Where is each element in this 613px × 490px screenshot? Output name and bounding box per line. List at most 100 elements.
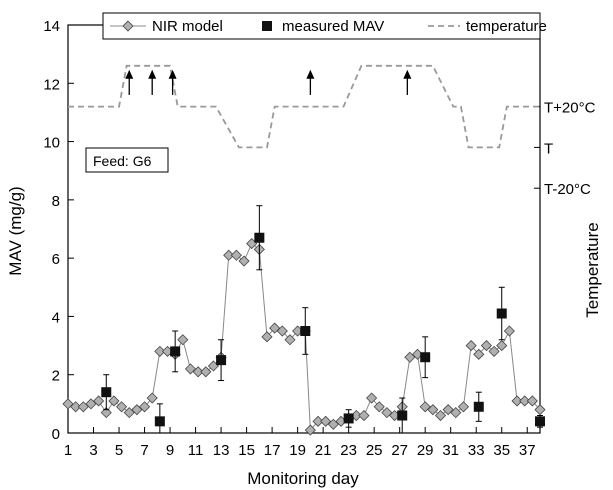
x-tick-label: 21 xyxy=(315,442,332,459)
y-tick-label: 8 xyxy=(52,193,60,210)
measured-point xyxy=(216,355,227,366)
x-tick-label: 31 xyxy=(442,442,459,459)
nir-model-point xyxy=(70,401,82,413)
nir-model-point xyxy=(381,407,393,419)
x-tick-label: 29 xyxy=(417,442,434,459)
nir-model-point xyxy=(465,340,477,352)
x-tick-label: 19 xyxy=(289,442,306,459)
nir-model-point xyxy=(116,401,128,413)
y2-axis-label: Temperature xyxy=(583,222,602,317)
arrows xyxy=(125,69,412,95)
legend-nir-marker xyxy=(122,20,134,32)
measured-point xyxy=(300,326,311,336)
x-tick-label: 17 xyxy=(264,442,281,459)
nir-model-point xyxy=(519,395,531,407)
x-tick-label: 23 xyxy=(340,442,357,459)
nir-model-point xyxy=(526,395,538,407)
event-arrowhead xyxy=(125,69,134,79)
x-tick-label: 1 xyxy=(64,442,72,459)
event-arrowhead xyxy=(403,69,412,79)
nir-model-point xyxy=(404,351,416,363)
y-axis-label: MAV (mg/g) xyxy=(6,186,25,275)
feed-annotation-text: Feed: G6 xyxy=(93,153,152,169)
plot-border xyxy=(67,24,541,434)
nir-model-point xyxy=(427,404,439,416)
nir-model-point xyxy=(320,415,332,427)
nir-model-point xyxy=(131,404,143,416)
nir-model-point xyxy=(503,325,515,337)
nir-model-point xyxy=(85,398,97,410)
labels: Monitoring day MAV (mg/g) Temperature xyxy=(6,186,602,488)
nir-model-point xyxy=(192,366,204,378)
nir-model-point xyxy=(358,409,370,422)
nir-model-point xyxy=(276,325,288,337)
nir-model-point xyxy=(434,409,447,422)
event-arrowhead xyxy=(306,69,315,79)
nir-model-point xyxy=(269,322,281,334)
nir-model-point xyxy=(304,424,316,436)
x-tick-label: 13 xyxy=(213,442,230,459)
measured-point xyxy=(254,232,265,243)
x-tick-label: 7 xyxy=(140,442,148,459)
measured-mav-series xyxy=(101,205,545,434)
nir-model-point xyxy=(177,334,189,346)
nir-model-point xyxy=(312,415,324,427)
nir-model-point xyxy=(146,392,158,404)
feed-annotation-box xyxy=(85,147,169,173)
event-arrowhead xyxy=(168,69,177,79)
nir-model-point xyxy=(77,401,89,413)
y-tick-label: 14 xyxy=(43,18,60,35)
nir-model-point xyxy=(327,418,339,430)
measured-point xyxy=(101,387,112,398)
measured-point xyxy=(496,308,507,319)
measured-point xyxy=(170,346,181,357)
measured-point xyxy=(420,352,431,363)
x-tick-label: 5 xyxy=(115,442,123,459)
nir-model-point xyxy=(123,407,135,419)
nir-model-point xyxy=(261,331,273,343)
nir-model-line xyxy=(67,242,541,432)
nir-model-point xyxy=(62,398,74,410)
x-tick-label: 37 xyxy=(519,442,536,459)
nir-model-point xyxy=(154,345,166,357)
nir-model-point xyxy=(200,366,212,378)
nir-model-point xyxy=(488,345,500,357)
nir-model-point xyxy=(534,404,546,416)
nir-model-point xyxy=(284,334,296,346)
nir-model-point xyxy=(373,401,385,413)
nir-model-point xyxy=(419,401,431,413)
x-tick-label: 27 xyxy=(391,442,408,459)
plot-frame xyxy=(67,24,541,434)
x-tick-label: 25 xyxy=(366,442,383,459)
nir-model-series xyxy=(62,238,546,436)
legend-temperature-label: temperature xyxy=(466,18,547,35)
x-axis-label: Monitoring day xyxy=(247,469,359,488)
nir-model-point xyxy=(480,340,492,352)
measured-point xyxy=(154,416,165,427)
nir-model-point xyxy=(108,395,120,407)
x-tick-label: 9 xyxy=(166,442,174,459)
x-tick-label: 11 xyxy=(188,442,204,459)
y-tick-label: 10 xyxy=(43,135,60,152)
y-tick-label: 6 xyxy=(52,251,60,268)
legend-measured-marker xyxy=(262,21,272,31)
nir-model-point xyxy=(457,401,470,413)
measured-point xyxy=(343,413,354,424)
measured-point xyxy=(535,416,545,427)
feed-annotation: Feed: G6 xyxy=(85,147,169,173)
x-tick-label: 33 xyxy=(468,442,485,459)
nir-model-point xyxy=(238,255,250,267)
y2-tick-label: T+20°C xyxy=(544,100,596,117)
event-arrowhead xyxy=(148,69,157,79)
y-tick-label: 4 xyxy=(52,309,60,326)
nir-model-point xyxy=(93,395,105,407)
y-tick-label: 0 xyxy=(52,426,60,443)
nir-model-point xyxy=(138,401,151,413)
x-tick-label: 15 xyxy=(238,442,255,459)
nir-model-point xyxy=(496,340,508,352)
x-tick-label: 35 xyxy=(493,442,510,459)
y2-tick-label: T-20°C xyxy=(544,181,591,198)
y2-tick-label: T xyxy=(544,140,553,157)
nir-model-point xyxy=(511,395,523,407)
